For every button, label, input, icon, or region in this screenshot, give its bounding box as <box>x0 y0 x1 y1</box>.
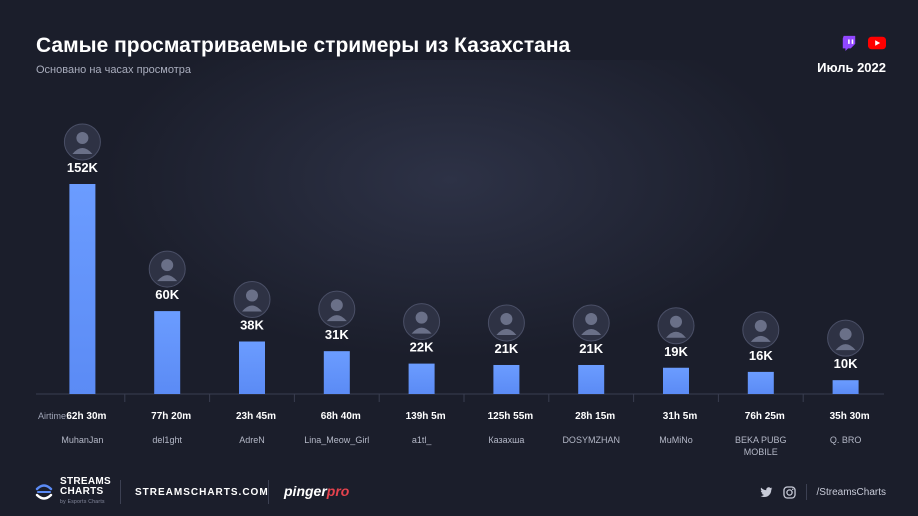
bar-value-label: 21K <box>579 341 603 356</box>
partner-name-accent: pro <box>326 483 350 499</box>
bar <box>154 311 181 394</box>
category-label: Lina_Meow_Girl <box>304 435 369 445</box>
footer-divider <box>268 480 269 504</box>
bar-value-label: 21K <box>494 341 518 356</box>
youtube-icon <box>868 36 886 50</box>
chart-subtitle: Основано на часах просмотра <box>36 64 192 76</box>
partner-name: pinger <box>284 483 327 499</box>
airtime-value: 28h 15m <box>575 411 615 422</box>
airtime-value: 23h 45m <box>236 411 276 422</box>
twitch-icon <box>842 35 856 51</box>
airtime-value: 62h 30m <box>66 411 106 422</box>
bar-value-label: 16K <box>749 348 773 363</box>
bar-value-label: 31K <box>325 327 349 342</box>
bar-value-label: 10K <box>834 356 858 371</box>
category-label: a1tl_ <box>412 435 433 445</box>
site-link[interactable]: STREAMSCHARTS.COM <box>135 487 269 498</box>
category-label: MOBILE <box>744 447 778 457</box>
airtime-value: 139h 5m <box>406 411 446 422</box>
avatar-icon <box>581 328 602 335</box>
bar <box>69 184 96 394</box>
platform-icons <box>840 35 886 51</box>
avatar-icon <box>157 275 178 282</box>
avatar-icon <box>754 319 767 332</box>
avatar-icon <box>161 259 174 272</box>
avatar-icon <box>415 311 428 324</box>
category-label: BEKA PUBG <box>735 435 787 445</box>
category-label: Q. BRO <box>830 435 862 445</box>
bar-chart: Airtime: 152K 62h 30m MuhanJan 60K 77h 20m del… <box>36 123 884 457</box>
category-label: MuMiNo <box>659 435 693 445</box>
avatar-icon <box>835 344 856 351</box>
bar-value-label: 60K <box>155 287 179 302</box>
category-label: MuhanJan <box>61 435 103 445</box>
bar <box>663 367 689 394</box>
bar <box>747 371 774 394</box>
date-label: Июль 2022 <box>817 60 886 75</box>
airtime-value: 31h 5m <box>663 411 698 422</box>
partner-logo[interactable]: pingerpro <box>284 483 349 499</box>
avatar-icon <box>670 315 682 328</box>
avatar-icon <box>72 148 93 154</box>
avatar-icon <box>839 328 852 341</box>
bar-value-label: 38K <box>240 318 264 333</box>
avatar-icon <box>76 132 89 144</box>
category-label: Казахша <box>488 435 524 445</box>
airtime-value: 125h 55m <box>488 411 534 422</box>
avatar-icon <box>500 312 513 325</box>
airtime-value: 35h 30m <box>830 411 870 422</box>
bar <box>323 351 350 394</box>
bar-value-label: 22K <box>410 340 434 355</box>
avatar-icon <box>246 289 258 302</box>
bar <box>578 364 605 394</box>
social-handle[interactable]: /StreamsCharts <box>816 486 886 498</box>
bar <box>832 380 859 394</box>
bar-value-label: 19K <box>664 344 688 359</box>
avatar-icon <box>330 299 343 312</box>
streamscharts-logo: STREAMS CHARTS by Esports Charts <box>34 477 111 507</box>
airtime-label: Airtime: <box>38 411 69 421</box>
airtime-value: 77h 20m <box>151 411 191 422</box>
social-links: /StreamsCharts <box>759 484 886 500</box>
logo-line-2: CHARTS <box>60 486 104 497</box>
footer-divider <box>805 484 807 500</box>
instagram-icon[interactable] <box>782 485 796 499</box>
category-label: DOSYMZHAN <box>562 435 620 445</box>
streamscharts-logo-icon <box>35 484 53 500</box>
avatar-icon <box>496 328 517 335</box>
bar-value-label: 152K <box>67 160 99 175</box>
chart-title: Самые просматриваемые стримеры из Казахс… <box>36 34 571 57</box>
bar <box>239 341 265 394</box>
footer: STREAMS CHARTS by Esports Charts STREAMS… <box>0 468 918 516</box>
footer-divider <box>120 480 121 504</box>
avatar-icon <box>411 327 432 334</box>
bar <box>408 363 435 394</box>
avatar-icon <box>242 305 262 312</box>
twitter-icon[interactable] <box>759 486 773 499</box>
category-label: AdreN <box>239 435 265 445</box>
category-label: del1ght <box>152 435 182 445</box>
avatar-icon <box>585 312 598 325</box>
avatar-icon <box>750 335 771 342</box>
avatar-icon <box>666 331 686 338</box>
logo-subtext: by Esports Charts <box>60 499 105 505</box>
avatar-icon <box>326 315 347 322</box>
airtime-value: 76h 25m <box>745 411 785 422</box>
airtime-value: 68h 40m <box>321 411 361 422</box>
bar <box>493 364 520 394</box>
logo-line-1: STREAMS <box>60 476 111 487</box>
